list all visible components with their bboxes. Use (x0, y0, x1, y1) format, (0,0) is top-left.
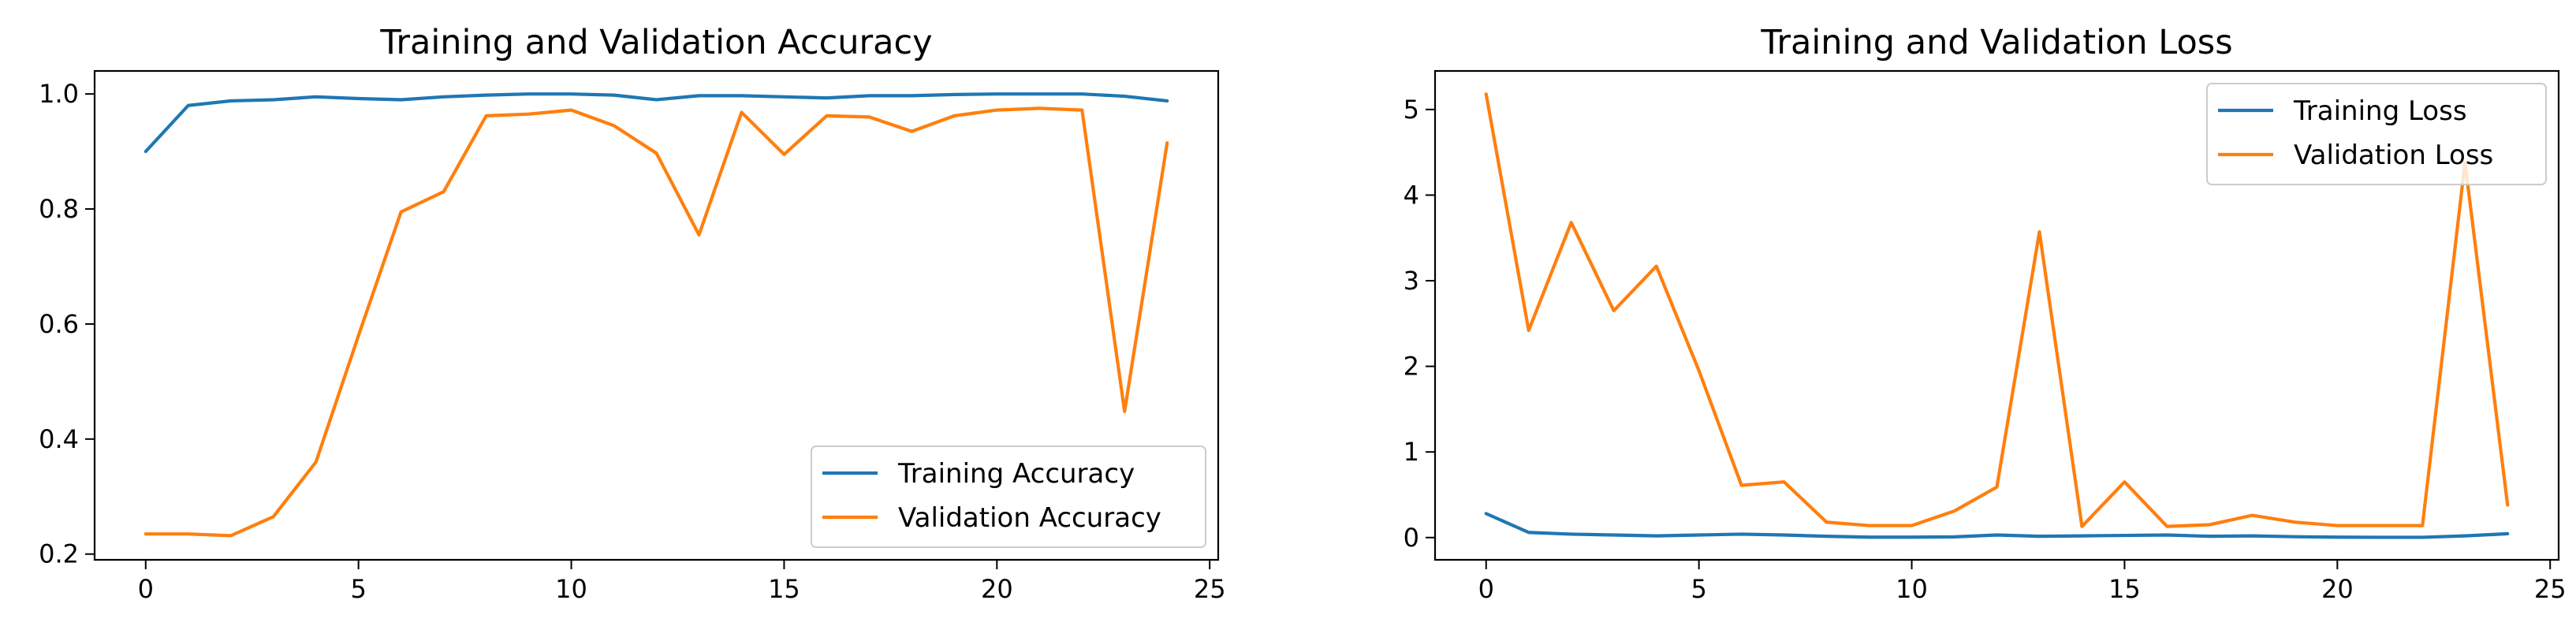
x-tick-label: 5 (1691, 574, 1706, 604)
axes-frame (93, 69, 1220, 561)
y-tick-label: 0.2 (39, 539, 79, 569)
legend-label: Validation Accuracy (898, 502, 1161, 534)
y-tick-label: 2 (1404, 352, 1419, 382)
y-tick-label: 0.4 (39, 424, 79, 454)
y-tick-label: 3 (1404, 266, 1419, 296)
legend: Training Loss Validation Loss (2206, 83, 2547, 185)
chart-title: Training and Validation Accuracy (379, 23, 932, 62)
x-tick-label: 25 (1194, 574, 1226, 604)
x-tick-label: 15 (768, 574, 800, 604)
x-tick-label: 20 (2321, 574, 2354, 604)
y-tick-label: 4 (1404, 180, 1419, 210)
x-tick-label: 15 (2108, 574, 2141, 604)
y-tick-label: 1.0 (39, 79, 79, 109)
legend-box (2206, 83, 2547, 185)
x-tick-label: 0 (138, 574, 154, 604)
legend-box (811, 445, 1206, 548)
y-tick-label: 0.8 (39, 194, 79, 224)
legend-label: Training Loss (2293, 95, 2467, 127)
series-line-validation-loss (1484, 92, 2510, 528)
series-line-training-loss (1484, 512, 2510, 539)
legend-label: Validation Loss (2294, 140, 2493, 171)
series-line-validation-accuracy (144, 106, 1169, 538)
series-line-training-accuracy (144, 92, 1169, 154)
x-tick-label: 20 (981, 574, 1013, 604)
y-tick-label: 0.6 (39, 309, 79, 339)
chart-title: Training and Validation Loss (1760, 23, 2232, 62)
x-tick-label: 10 (1896, 574, 1928, 604)
x-tick-label: 0 (1478, 574, 1494, 604)
x-tick-label: 10 (555, 574, 587, 604)
legend-label: Training Accuracy (897, 458, 1135, 490)
y-tick-label: 5 (1404, 95, 1419, 125)
x-tick-label: 25 (2534, 574, 2567, 604)
y-tick-label: 1 (1404, 437, 1419, 467)
axes-frame (1433, 69, 2560, 561)
x-tick-label: 5 (350, 574, 366, 604)
y-tick-label: 0 (1404, 523, 1419, 553)
legend: Training Accuracy Validation Accuracy (811, 445, 1206, 548)
subplot-accuracy: Training and Validation Accuracy 0 5 10 15 20… (39, 23, 1225, 604)
